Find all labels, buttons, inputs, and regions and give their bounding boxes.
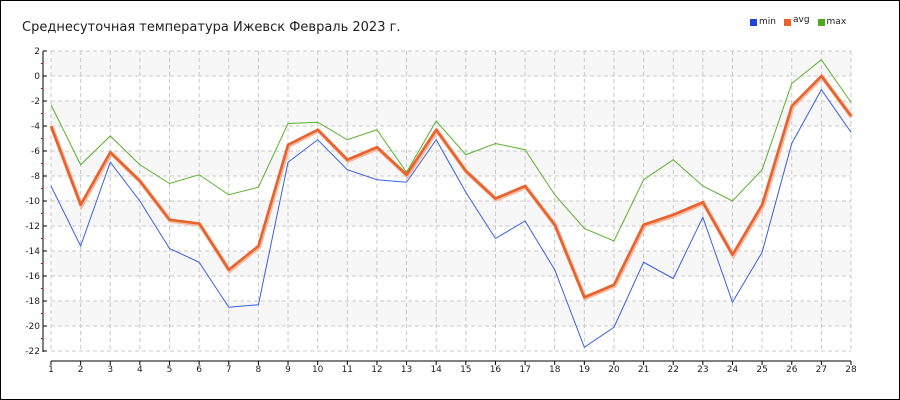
y-tick-label: 2: [34, 47, 40, 57]
x-tick-label: 20: [608, 365, 620, 375]
y-tick-label: -12: [25, 222, 40, 232]
y-tick-label: -10: [25, 197, 40, 207]
grid-band: [51, 51, 851, 76]
x-tick-label: 10: [312, 365, 324, 375]
x-tick-label: 11: [342, 365, 353, 375]
x-tick-label: 15: [460, 365, 471, 375]
x-tick-label: 17: [519, 365, 530, 375]
x-tick-label: 5: [167, 365, 173, 375]
legend-label-max: max: [826, 17, 847, 27]
x-tick-label: 9: [285, 365, 291, 375]
x-tick-label: 7: [226, 365, 232, 375]
x-tick-label: 26: [786, 365, 798, 375]
series-line-max: [50, 59, 852, 242]
x-tick-label: 18: [549, 365, 561, 375]
grid-band: [51, 101, 851, 126]
x-tick-label: 27: [816, 365, 827, 375]
legend-label-avg: avg: [792, 15, 810, 25]
legend-swatch-min: [750, 18, 757, 26]
grid-band: [51, 151, 851, 176]
series-line-min: [50, 88, 852, 349]
y-tick-label: -8: [31, 172, 40, 182]
x-tick-label: 4: [137, 365, 143, 375]
y-tick-label: -20: [25, 322, 40, 332]
legend-swatch-avg: [783, 18, 791, 26]
grid-band: [51, 301, 851, 326]
x-tick-label: 2: [78, 365, 84, 375]
y-tick-label: -16: [25, 272, 40, 282]
series-line-avg: [49, 74, 853, 299]
y-tick-label: -4: [31, 122, 40, 132]
legend-item-avg: avg: [783, 15, 810, 27]
y-tick-label: 0: [34, 72, 40, 82]
y-tick-label: -18: [25, 297, 40, 307]
x-tick-label: 23: [697, 365, 708, 375]
x-tick-label: 22: [667, 365, 678, 375]
x-tick-label: 24: [727, 365, 739, 375]
x-tick-label: 8: [256, 365, 262, 375]
x-tick-label: 13: [401, 365, 412, 375]
x-tick-label: 12: [371, 365, 382, 375]
x-tick-label: 14: [430, 365, 442, 375]
y-tick-label: -2: [31, 97, 40, 107]
y-tick-label: -14: [25, 247, 40, 257]
x-tick-label: 28: [845, 365, 857, 375]
x-tick-label: 19: [579, 365, 591, 375]
x-tick-label: 3: [107, 365, 113, 375]
chart-title: Среднесуточная температура Ижевск Феврал…: [22, 20, 401, 35]
legend-item-max: max: [817, 17, 847, 27]
legend-label-min: min: [759, 17, 776, 27]
legend: min avg max: [750, 15, 847, 27]
x-tick-label: 16: [490, 365, 502, 375]
legend-swatch-max: [817, 18, 825, 26]
x-tick-label: 21: [638, 365, 649, 375]
x-tick-label: 1: [48, 365, 54, 375]
legend-item-min: min: [750, 17, 776, 27]
x-tick-label: 25: [756, 365, 767, 375]
y-tick-label: -6: [31, 147, 40, 157]
x-tick-label: 6: [196, 365, 202, 375]
y-tick-label: -22: [25, 347, 40, 357]
